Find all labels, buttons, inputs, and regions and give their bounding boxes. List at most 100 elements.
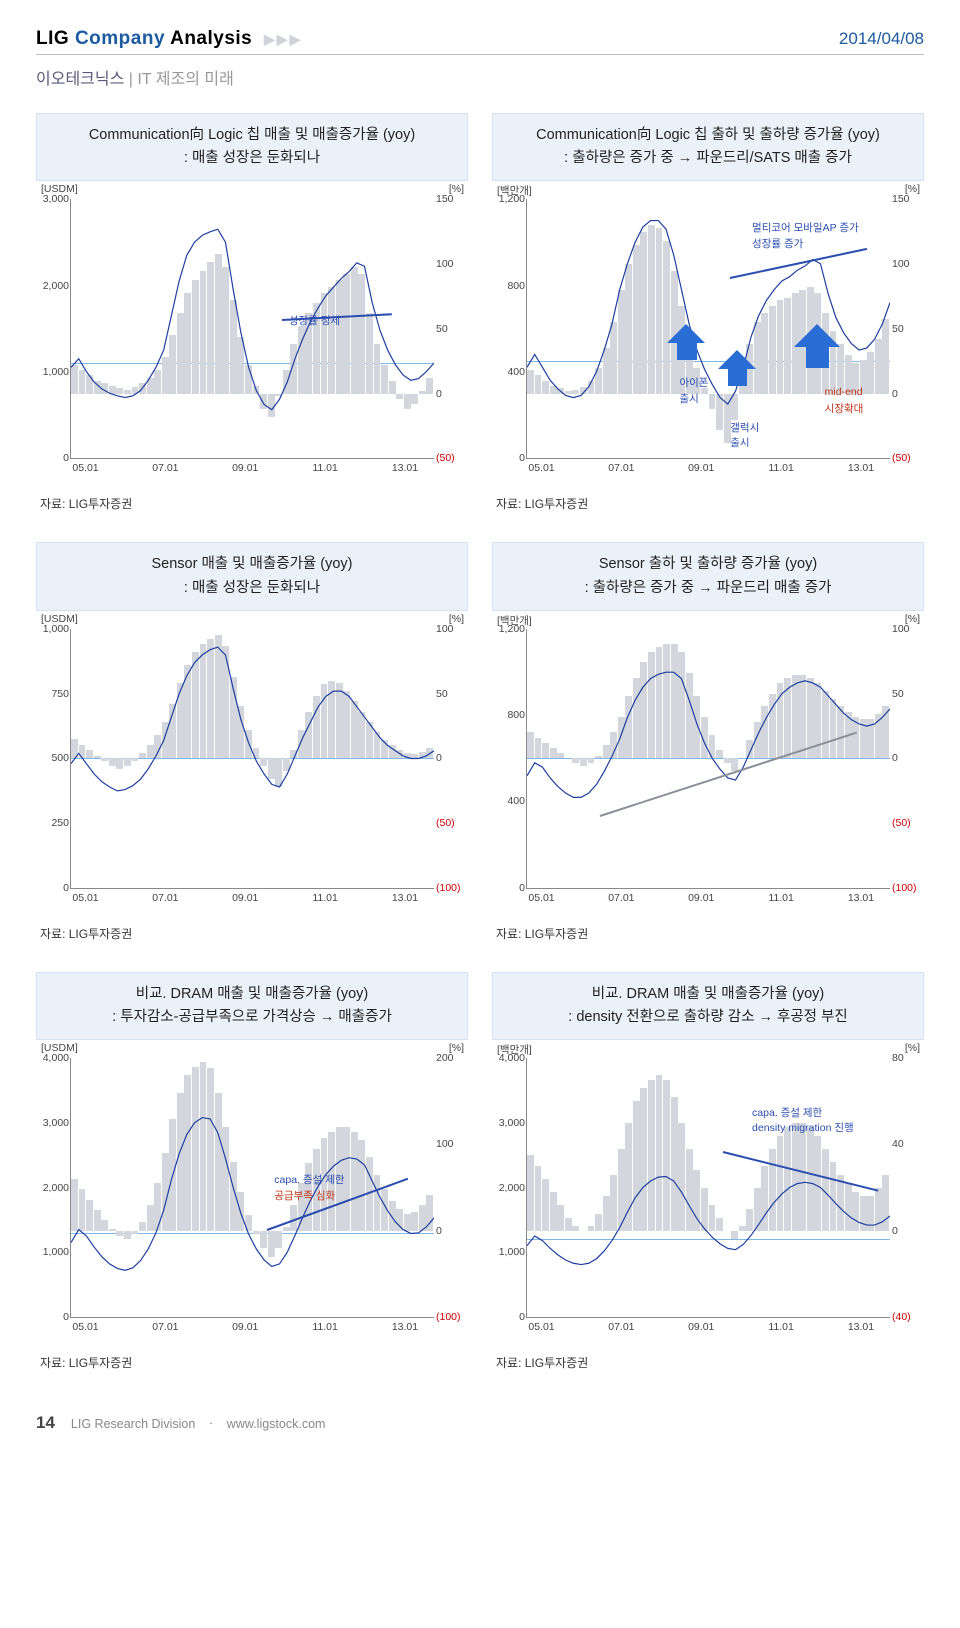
chart-source: 자료: LIG투자증권: [40, 495, 468, 512]
ytick-left: 1,000: [39, 1246, 69, 1258]
xtick: 13.01: [848, 462, 874, 474]
chart-cell: 비교. DRAM 매출 및 매출증가율 (yoy): density 전환으로 …: [492, 972, 924, 1371]
annotation: mid-end: [825, 386, 863, 398]
xtick: 11.01: [312, 892, 338, 904]
ytick-right: 150: [892, 193, 922, 205]
xtick: 13.01: [848, 892, 874, 904]
xtick: 05.01: [72, 462, 98, 474]
xtick: 07.01: [608, 1321, 634, 1333]
brand-suffix: Analysis: [170, 28, 252, 49]
xtick: 09.01: [232, 462, 258, 474]
chart-source: 자료: LIG투자증권: [496, 495, 924, 512]
xtick: 11.01: [768, 892, 794, 904]
chart-area: [USDM][%]01,0002,0003,0004,000(100)01002…: [70, 1058, 434, 1318]
page-footer: 14 LIG Research Division ㆍ www.ligstock.…: [36, 1413, 924, 1433]
chart-caption: Sensor 출하 및 출하량 증가율 (yoy): 출하량은 증가 중 → 파…: [492, 542, 924, 610]
ytick-right: 80: [892, 1052, 922, 1064]
caption-line2: : 투자감소-공급부족으로 가격상승 → 매출증가: [45, 1006, 459, 1029]
ytick-left: 1,000: [39, 366, 69, 378]
chart-area: [USDM][%]01,0002,0003,000(50)05010015005…: [70, 199, 434, 459]
ytick-left: 250: [39, 817, 69, 829]
ytick-right: 0: [892, 752, 922, 764]
line-series: [527, 1058, 890, 1317]
chart-cell: 비교. DRAM 매출 및 매출증가율 (yoy): 투자감소-공급부족으로 가…: [36, 972, 468, 1371]
chart-source: 자료: LIG투자증권: [40, 925, 468, 942]
ytick-right: (100): [436, 1311, 466, 1323]
xtick: 07.01: [608, 462, 634, 474]
chart-area: [백만개][%]04008001,200(50)05010015005.0107…: [526, 199, 890, 459]
ytick-left: 0: [39, 1311, 69, 1323]
chart-area: [USDM][%]02505007501,000(100)(50)0501000…: [70, 629, 434, 889]
ytick-left: 800: [495, 280, 525, 292]
brand-arrows: ▶▶▶: [264, 31, 302, 47]
annotation: 멀티코어 모바일AP 증가: [752, 220, 859, 235]
ytick-right: 100: [892, 258, 922, 270]
ytick-left: 500: [39, 752, 69, 764]
xtick: 09.01: [688, 462, 714, 474]
xtick: 05.01: [528, 462, 554, 474]
footer-url: www.ligstock.com: [227, 1417, 326, 1431]
chart-caption: Communication向 Logic 칩 매출 및 매출증가율 (yoy):…: [36, 113, 468, 181]
ytick-left: 1,200: [495, 193, 525, 205]
ytick-right: (50): [436, 452, 466, 464]
chart-caption: 비교. DRAM 매출 및 매출증가율 (yoy): density 전환으로 …: [492, 972, 924, 1040]
ytick-right: 100: [436, 623, 466, 635]
ytick-right: 0: [892, 1225, 922, 1237]
annotation: capa. 증설 제한: [752, 1105, 822, 1120]
chart-caption: Sensor 매출 및 매출증가율 (yoy): 매출 성장은 둔화되나: [36, 542, 468, 610]
chart-source: 자료: LIG투자증권: [496, 1354, 924, 1371]
xtick: 05.01: [72, 892, 98, 904]
footer-sep: ㆍ: [205, 1413, 217, 1432]
sub-header: 이오테크닉스 | IT 제조의 미래: [36, 65, 924, 89]
brand: LIG Company Analysis ▶▶▶: [36, 28, 302, 50]
ytick-left: 2,000: [495, 1182, 525, 1194]
ytick-left: 400: [495, 795, 525, 807]
caption-line2: : 출하량은 증가 중 → 파운드리/SATS 매출 증가: [501, 147, 915, 170]
ytick-left: 0: [495, 1311, 525, 1323]
caption-line1: Sensor 출하 및 출하량 증가율 (yoy): [501, 553, 915, 576]
chart-area: [백만개][%]01,0002,0003,0004,000(40)0408005…: [526, 1058, 890, 1318]
ytick-right: 0: [436, 1225, 466, 1237]
footer-division: LIG Research Division: [71, 1417, 195, 1431]
xtick: 07.01: [608, 892, 634, 904]
ytick-left: 0: [495, 882, 525, 894]
line-series: [71, 199, 434, 458]
xtick: 05.01: [528, 1321, 554, 1333]
ytick-right: (50): [892, 817, 922, 829]
caption-line2: : 출하량은 증가 중 → 파운드리 매출 증가: [501, 577, 915, 600]
xtick: 13.01: [392, 1321, 418, 1333]
ytick-left: 2,000: [39, 280, 69, 292]
ytick-left: 400: [495, 366, 525, 378]
ytick-right: 50: [436, 688, 466, 700]
caption-line2: : 매출 성장은 둔화되나: [45, 577, 459, 600]
ytick-right: (50): [436, 817, 466, 829]
ytick-right: 50: [892, 688, 922, 700]
ytick-right: 100: [436, 258, 466, 270]
tagline: IT 제조의 미래: [137, 71, 233, 88]
annotation: 출시: [730, 435, 749, 450]
line-series: [527, 629, 890, 888]
ytick-left: 4,000: [495, 1052, 525, 1064]
xtick: 09.01: [688, 892, 714, 904]
xtick: 07.01: [152, 892, 178, 904]
ytick-right: (100): [436, 882, 466, 894]
ytick-left: 750: [39, 688, 69, 700]
caption-line2: : 매출 성장은 둔화되나: [45, 147, 459, 170]
chart-cell: Communication向 Logic 칩 매출 및 매출증가율 (yoy):…: [36, 113, 468, 512]
chart-source: 자료: LIG투자증권: [40, 1354, 468, 1371]
line-series: [71, 629, 434, 888]
caption-line1: 비교. DRAM 매출 및 매출증가율 (yoy): [501, 983, 915, 1006]
page-number: 14: [36, 1413, 55, 1433]
ytick-left: 4,000: [39, 1052, 69, 1064]
ytick-left: 2,000: [39, 1182, 69, 1194]
chart-caption: Communication向 Logic 칩 출하 및 출하량 증가율 (yoy…: [492, 113, 924, 181]
annotation: 갤럭시: [730, 420, 759, 435]
ytick-right: 200: [436, 1052, 466, 1064]
caption-line1: Communication向 Logic 칩 매출 및 매출증가율 (yoy): [45, 124, 459, 147]
annotation: 공급부족 심화: [274, 1188, 335, 1203]
chart-source: 자료: LIG투자증권: [496, 925, 924, 942]
ytick-right: (50): [892, 452, 922, 464]
ytick-right: (40): [892, 1311, 922, 1323]
annotation: 시장확대: [825, 401, 864, 416]
sep: |: [124, 71, 137, 88]
